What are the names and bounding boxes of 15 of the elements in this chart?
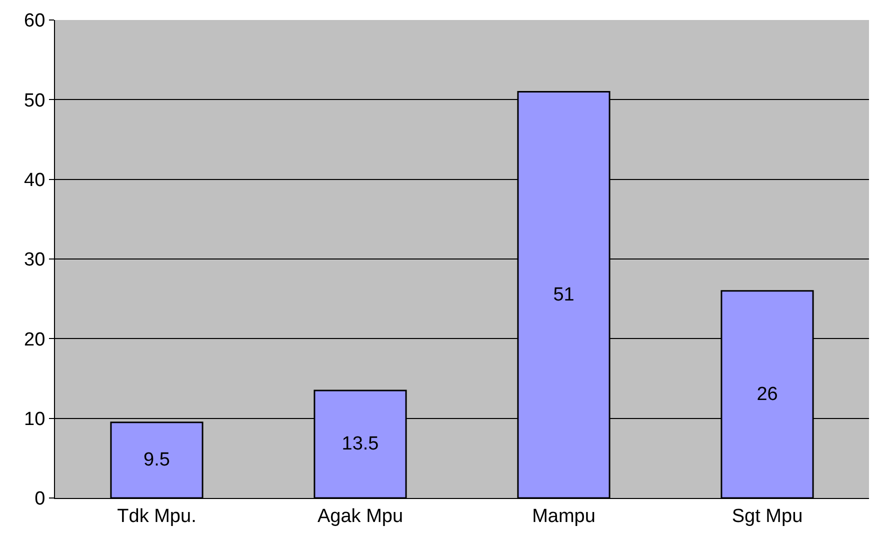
x-tick-label: Sgt Mpu — [732, 506, 803, 527]
data-label: 13.5 — [342, 434, 379, 455]
x-tick-label: Mampu — [532, 506, 596, 527]
y-tick-label: 0 — [34, 488, 46, 510]
x-tick-label: Agak Mpu — [317, 506, 404, 527]
y-tick-label: 40 — [24, 170, 46, 191]
y-tick-label: 20 — [24, 329, 46, 350]
data-label: 9.5 — [144, 450, 170, 471]
y-tick-label: 10 — [24, 408, 46, 430]
data-label: 51 — [553, 284, 574, 306]
y-tick-label: 50 — [24, 90, 46, 112]
y-tick-label: 60 — [24, 10, 46, 32]
x-tick-label: Tdk Mpu. — [117, 506, 196, 527]
y-tick-label: 30 — [24, 250, 46, 271]
data-label: 26 — [756, 384, 778, 405]
